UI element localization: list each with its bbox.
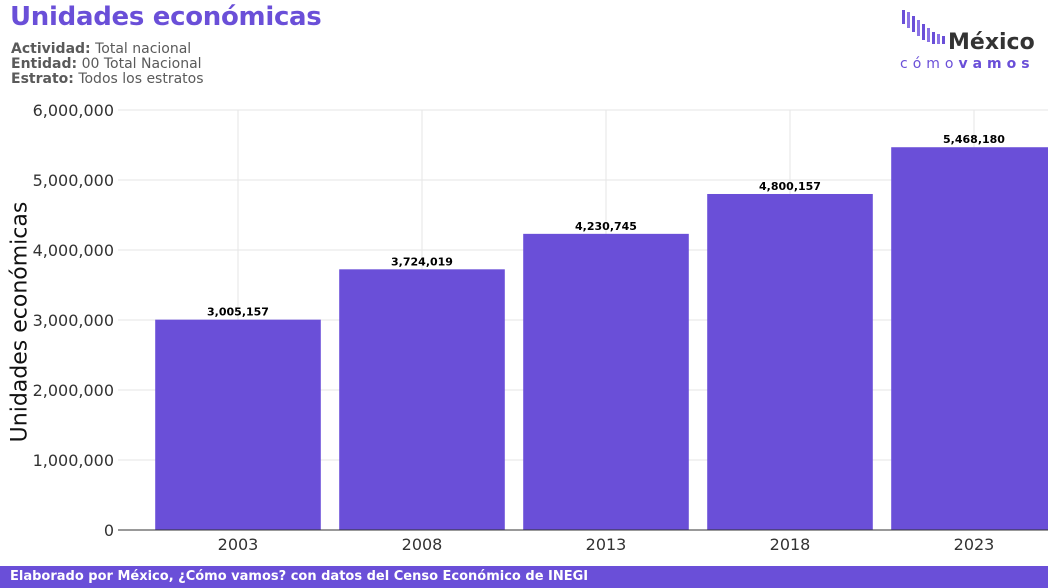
x-tick-label-2013: 2013	[586, 535, 627, 554]
logo-tagline-light: cómo	[900, 56, 959, 72]
bar-2013	[523, 233, 689, 531]
entidad-line: Entidad: 00 Total Nacional	[11, 57, 202, 71]
data-label-2003: 3,005,157	[207, 306, 269, 319]
y-tick-label: 5,000,000	[33, 171, 114, 190]
entidad-label: Entidad:	[11, 56, 78, 72]
x-tick-label-2003: 2003	[218, 535, 259, 554]
x-tick-label-2023: 2023	[954, 535, 995, 554]
data-label-2013: 4,230,745	[575, 220, 637, 233]
actividad-line: Actividad: Total nacional	[11, 42, 191, 56]
x-tick-label-2018: 2018	[770, 535, 811, 554]
bar-2003	[155, 319, 321, 530]
data-label-2023: 5,468,180	[943, 133, 1005, 146]
data-label-2008: 3,724,019	[391, 255, 453, 268]
entidad-value: 00 Total Nacional	[81, 56, 202, 72]
y-tick-label: 6,000,000	[33, 101, 114, 120]
data-label-2018: 4,800,157	[759, 180, 821, 193]
actividad-label: Actividad:	[11, 41, 91, 57]
bar-2018	[707, 193, 873, 530]
chart-title: Unidades económicas	[10, 2, 322, 32]
x-tick-label-2008: 2008	[402, 535, 443, 554]
bar-chart: 0 1,000,000 2,000,000 3,000,000 4,000,000 5,0…	[33, 101, 1048, 554]
mexico-como-vamos-logo: México cómovamos	[900, 8, 1040, 72]
estrato-value: Todos los estratos	[78, 71, 204, 87]
y-tick-label: 2,000,000	[33, 381, 114, 400]
bar-2023	[891, 147, 1048, 530]
footer-credit: Elaborado por México, ¿Cómo vamos? con d…	[0, 566, 1048, 588]
actividad-value: Total nacional	[95, 41, 192, 57]
logo-bars-icon	[902, 10, 945, 44]
logo-name: México	[948, 30, 1035, 55]
bar-2008	[339, 269, 505, 530]
y-tick-label: 1,000,000	[33, 451, 114, 470]
y-tick-label: 4,000,000	[33, 241, 114, 260]
estrato-label: Estrato:	[11, 71, 74, 87]
y-tick-label: 0	[104, 521, 114, 540]
y-tick-label: 3,000,000	[33, 311, 114, 330]
logo-tagline: cómovamos	[900, 56, 1035, 72]
estrato-line: Estrato: Todos los estratos	[11, 72, 204, 86]
logo-tagline-bold: vamos	[958, 56, 1035, 72]
